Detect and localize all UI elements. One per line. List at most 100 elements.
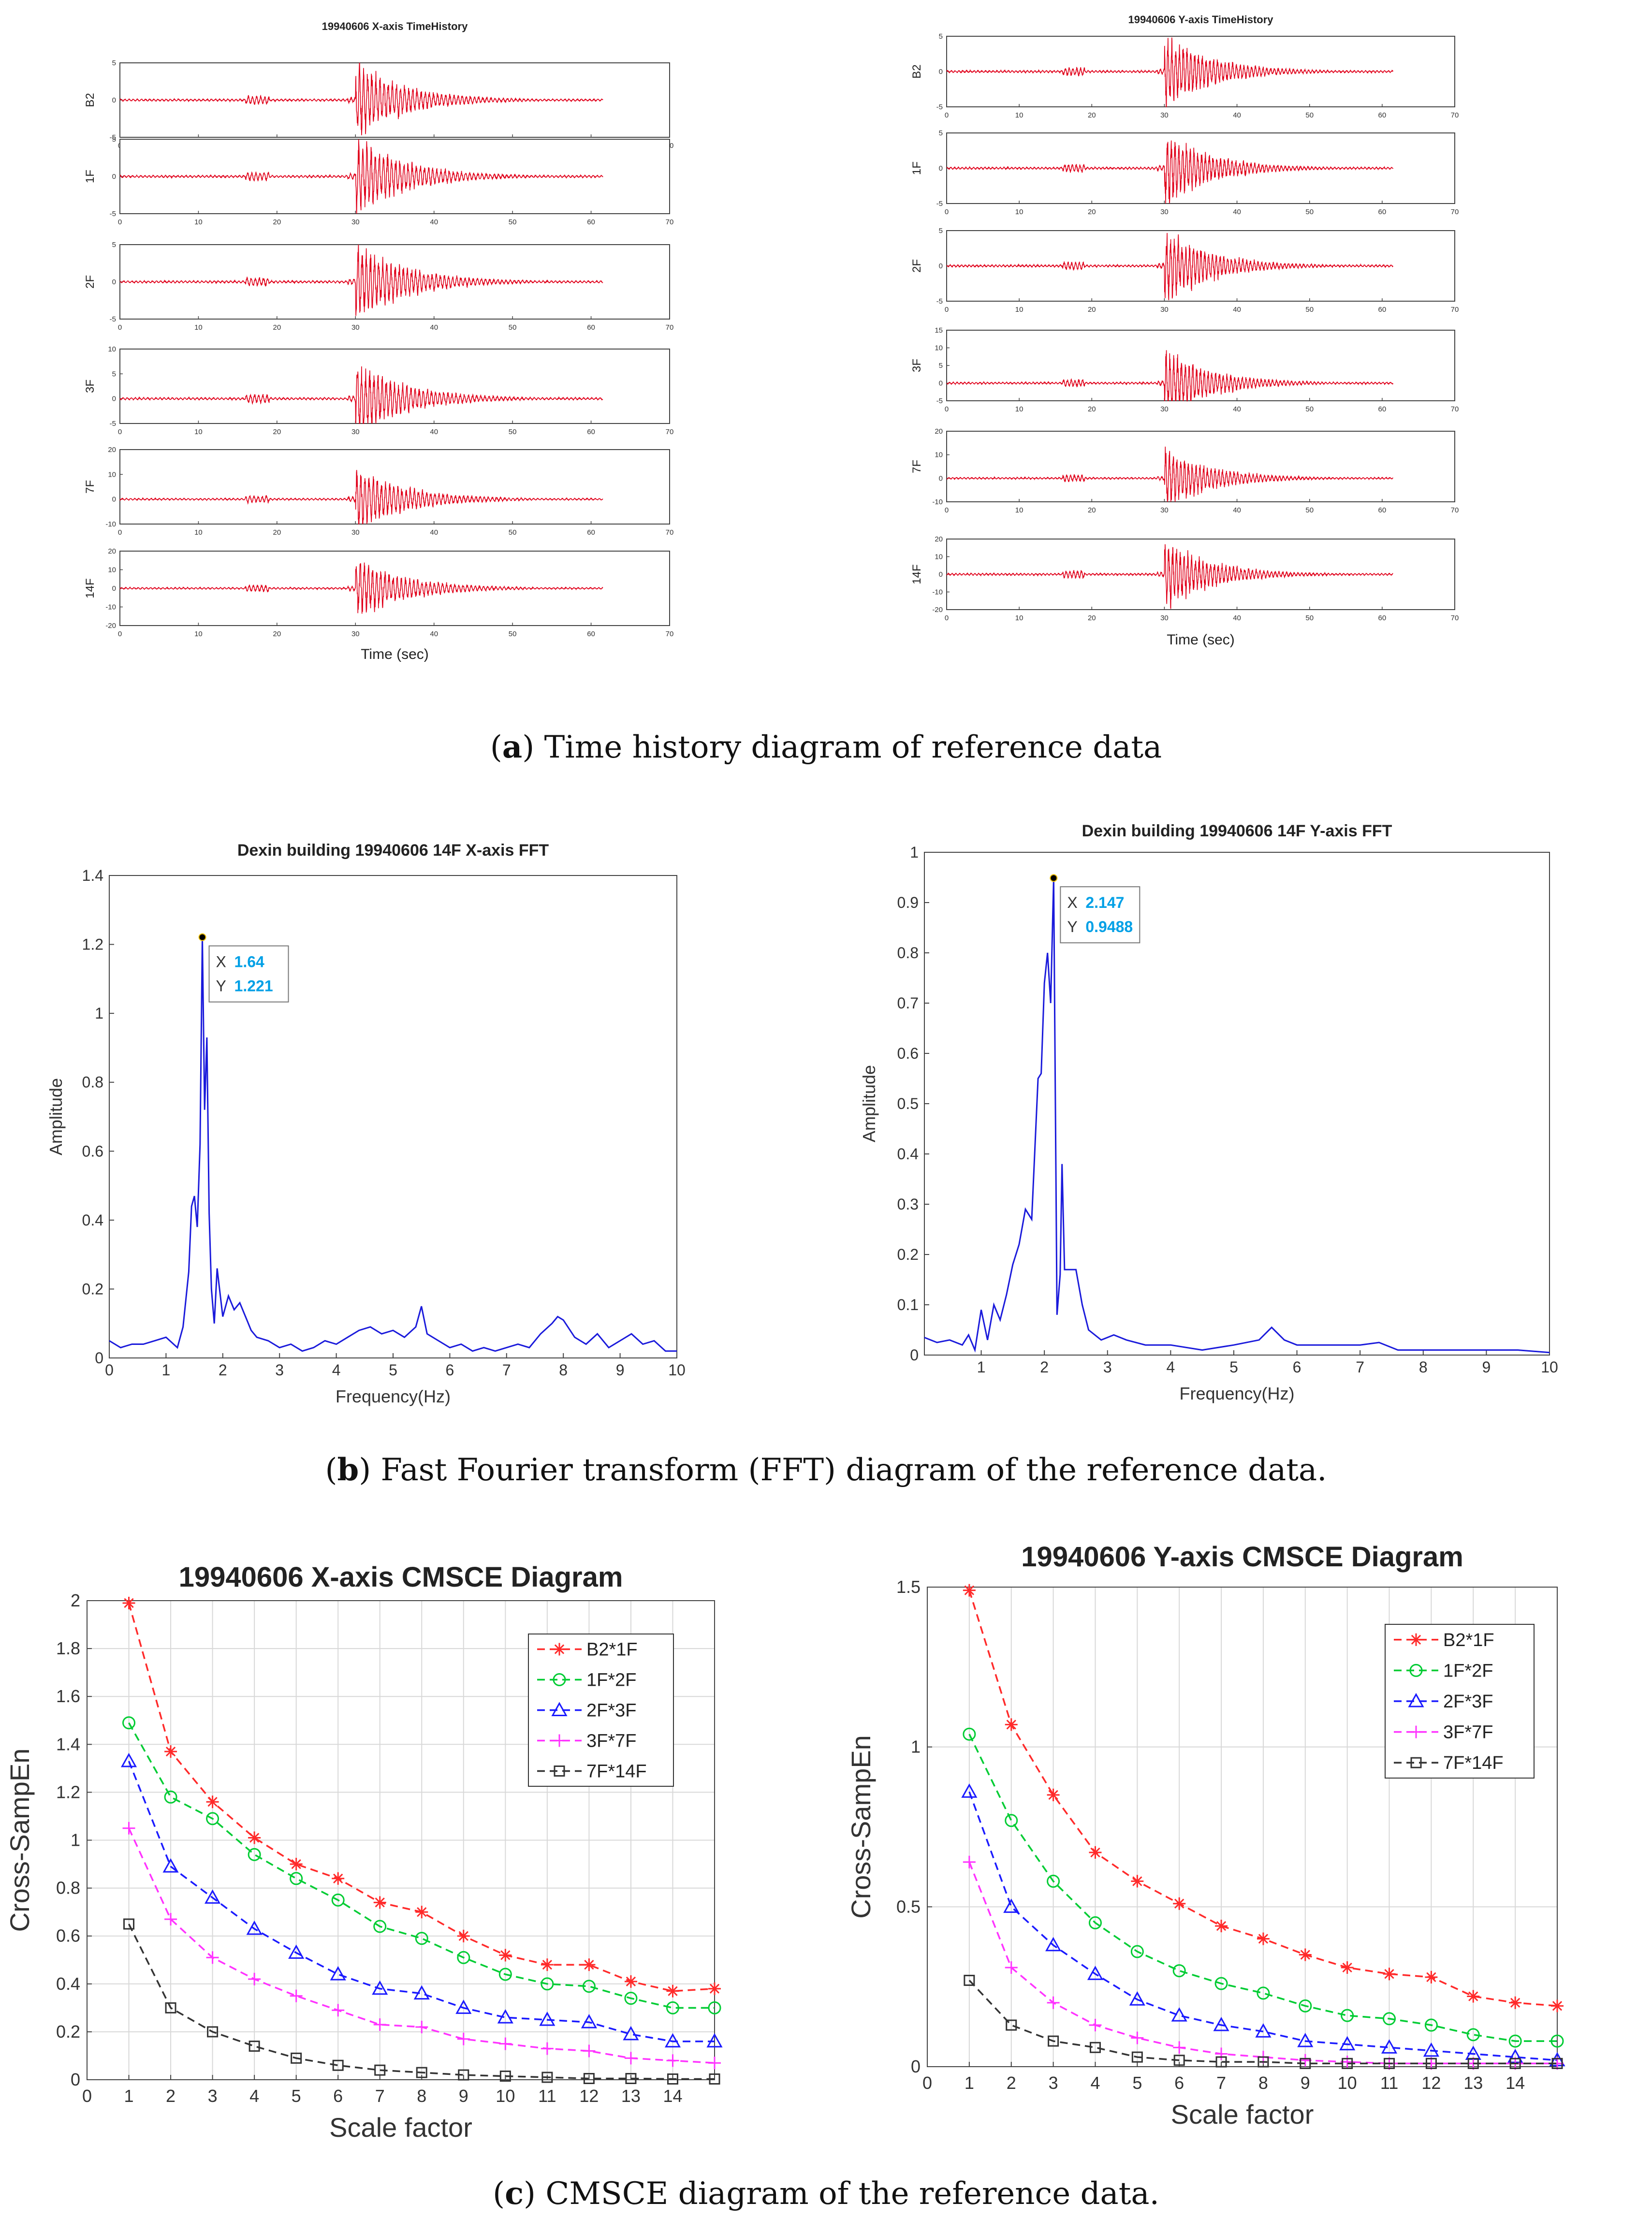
cmsce_y-legend-label-1F*2F: 1F*2F [1443, 1661, 1493, 1681]
th_x-title: 19940606 X-axis TimeHistory [322, 20, 468, 32]
cmsce_y-point-7F*14F [1131, 2051, 1143, 2063]
cmsce_y-point-2F*3F [1381, 2039, 1398, 2054]
caption-c: (c) CMSCE diagram of the reference data. [493, 2175, 1159, 2212]
cmsce_x-point-B2*1F [332, 1872, 345, 1885]
cmsce_y-point-1F*2F [1508, 2034, 1522, 2048]
cmsce_x-series-1F*2F [128, 1722, 715, 2009]
cmsce_y-xtick-label: 8 [1258, 2073, 1268, 2093]
cmsce_x-point-2F*3F [120, 1752, 137, 1767]
th_y-ytick-label: 0 [939, 474, 943, 482]
cmsce_y-point-1F*2F [1466, 2028, 1480, 2042]
th_y-ytick-label: 5 [939, 32, 943, 41]
th_x-ylabel-1F: 1F [84, 170, 97, 183]
th_y-xtick-label: 70 [1451, 405, 1459, 413]
th_y-xtick-label: 50 [1305, 306, 1314, 314]
fft_y-group: Dexin building 19940606 14F Y-axis FFT 1 2… [859, 822, 1558, 1403]
cmsce_x-point-3F*7F [415, 2020, 428, 2033]
fft_x-title: Dexin building 19940606 14F X-axis FFT [237, 841, 549, 860]
th_y-xtick-label: 40 [1233, 306, 1241, 314]
fft_y-ytick-label: 0.1 [897, 1296, 919, 1313]
th_y-xtick-label: 30 [1160, 111, 1169, 119]
th_y-signal-2F [946, 233, 1394, 300]
th_x-ytick-label: 20 [108, 446, 116, 454]
cmsce_x-xtick-label: 9 [459, 2086, 468, 2106]
fft_y-ytick-label: 0.2 [897, 1246, 919, 1263]
cmsce_y-point-1F*2F [1172, 1964, 1186, 1978]
cmsce_x-point-7F*14F [374, 2064, 386, 2076]
th_x-ytick-label: 0 [112, 278, 116, 286]
cmsce_y-xtick-label: 4 [1090, 2073, 1100, 2093]
fft_y-peak-marker [1050, 874, 1058, 882]
cmsce_y-point-2F*3F [1423, 2042, 1439, 2057]
cmsce_y-point-1F*2F [1550, 2034, 1564, 2048]
cmsce_x-xtick-label: 10 [496, 2086, 515, 2106]
cmsce_x-point-3F*7F [332, 2004, 345, 2017]
th_x-xtick-label: 60 [587, 630, 595, 638]
cmsce_y-point-2F*3F [1045, 1937, 1062, 1952]
cmsce_x-legend-label-1F*2F: 1F*2F [586, 1670, 636, 1691]
cmsce_y-legend-label-3F*7F: 3F*7F [1443, 1722, 1493, 1743]
fft_y-datatip-x-label: X [1067, 894, 1077, 911]
fft_x-spectrum [109, 937, 677, 1352]
th_x-xtick-label: 70 [666, 528, 674, 537]
fft_x-xtick-label: 9 [616, 1361, 625, 1379]
th_x-xtick-label: 10 [194, 428, 203, 436]
th_y-xtick-label: 10 [1015, 405, 1023, 413]
th_x-ytick-label: -10 [105, 603, 116, 612]
cmsce_y-point-2F*3F [1297, 2033, 1314, 2047]
th_y-xtick-label: 30 [1160, 405, 1169, 413]
th_x-xtick-label: 40 [430, 428, 438, 436]
cmsce_x-ytick-label: 0.8 [56, 1878, 80, 1898]
fft_x-datatip [208, 945, 289, 1003]
th_x-ytick-label: 0 [112, 96, 116, 104]
fft_x-ytick-label: 1.2 [82, 936, 103, 953]
th_x-ylabel-14F: 14F [84, 578, 97, 598]
th_x-xtick-label: 50 [509, 323, 517, 332]
th_y-ytick-label: -5 [936, 297, 943, 306]
cmsce_y-xtick-label: 14 [1506, 2073, 1525, 2093]
th_x-xtick-label: 20 [273, 218, 281, 226]
th_y-ylabel-2F: 2F [910, 259, 923, 273]
cmsce_y-point-3F*7F [963, 1855, 976, 1868]
cmsce_x-point-7F*14F [709, 2073, 720, 2085]
th_x-signal-1F [119, 139, 603, 214]
cmsce_x-point-2F*3F [539, 2012, 556, 2026]
th_y-xtick-label: 10 [1015, 208, 1023, 216]
th_x-xtick-label: 40 [430, 630, 438, 638]
th_y-xtick-label: 20 [1088, 405, 1096, 413]
cmsce_x-point-B2*1F [666, 1984, 679, 1998]
th_y-signal-B2 [946, 37, 1394, 107]
cmsce_x-point-1F*2F [248, 1848, 261, 1861]
fft_y-ytick-label: 0.4 [897, 1145, 919, 1163]
fft_y-datatip-y-label: Y [1067, 918, 1077, 935]
cmsce_y-point-1F*2F [1383, 2012, 1396, 2026]
th_x-xtick-label: 0 [118, 323, 122, 332]
th_y-ylabel-1F: 1F [910, 161, 923, 175]
cmsce_x-legend-label-2F*3F: 2F*3F [586, 1701, 636, 1721]
fft_y-xtick-label: 8 [1419, 1358, 1428, 1376]
fft_x-ytick-label: 0.2 [82, 1280, 103, 1298]
cmsce_x-xlabel: Scale factor [329, 2112, 472, 2143]
cmsce_y-point-7F*14F [1342, 2057, 1353, 2069]
cmsce_x-series-7F*14F [128, 1924, 715, 2080]
cmsce_x-series-2F*3F [128, 1761, 715, 2042]
th_x-xtick-label: 60 [587, 428, 595, 436]
th_y-signal-1F [946, 140, 1394, 204]
th_x-xtick-label: 30 [351, 428, 360, 436]
cmsce_x-point-1F*2F [122, 1716, 136, 1730]
th_y-xtick-label: 10 [1015, 506, 1023, 514]
cmsce_x-xtick-label: 0 [82, 2086, 92, 2106]
cmsce_x-point-2F*3F [162, 1858, 179, 1873]
th_x-ytick-label: -5 [110, 315, 116, 323]
th_y-ytick-label: 5 [939, 227, 943, 235]
th_x-xtick-label: 10 [194, 528, 203, 537]
cmsce_y-point-1F*2F [1088, 1916, 1102, 1929]
cmsce_y-point-7F*14F [1551, 2057, 1563, 2069]
th_y-ytick-label: 0 [939, 379, 943, 388]
cmsce_y-point-7F*14F [1257, 2056, 1269, 2068]
cmsce_x-ytick-label: 0.6 [56, 1926, 80, 1946]
cmsce_x-point-1F*2F [373, 1920, 387, 1933]
th_x-xtick-label: 30 [351, 528, 360, 537]
